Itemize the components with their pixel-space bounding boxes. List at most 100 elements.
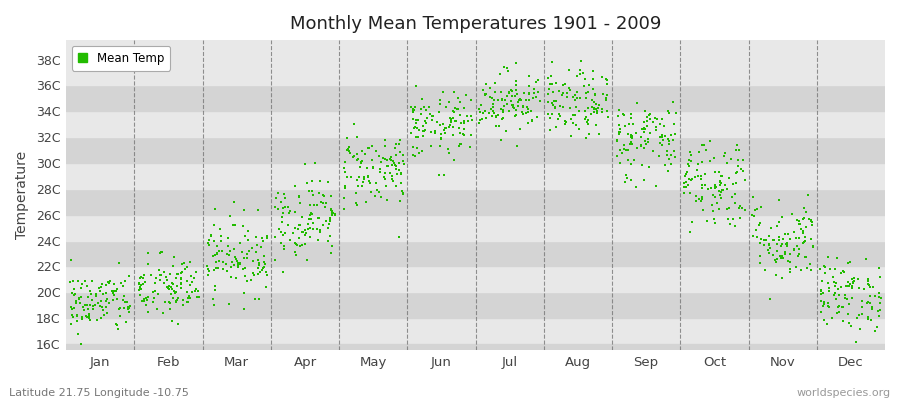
Point	[406, 116, 420, 122]
Point	[722, 205, 736, 211]
Point	[281, 203, 295, 210]
Point	[433, 97, 447, 104]
Point	[524, 108, 538, 114]
Point	[79, 313, 94, 320]
Point	[146, 289, 160, 295]
Point	[772, 219, 787, 226]
Point	[589, 92, 603, 98]
Point	[67, 286, 81, 293]
Point	[494, 89, 508, 95]
Point	[356, 174, 371, 180]
Point	[486, 97, 500, 103]
Point	[151, 267, 166, 273]
Point	[578, 108, 592, 114]
Point	[530, 114, 544, 120]
Point	[789, 264, 804, 270]
Point	[115, 283, 130, 290]
Point	[720, 160, 734, 167]
Point	[732, 204, 746, 211]
Point	[361, 173, 375, 180]
Point	[82, 302, 96, 308]
Point	[365, 165, 380, 171]
Point	[451, 106, 465, 112]
Point	[342, 148, 356, 154]
Point	[237, 306, 251, 312]
Point	[544, 72, 559, 79]
Point	[505, 93, 519, 99]
Point	[580, 88, 595, 95]
Point	[683, 158, 698, 165]
Point	[662, 156, 676, 162]
Point	[579, 94, 593, 101]
Point	[183, 282, 197, 288]
Point	[801, 192, 815, 198]
Point	[681, 157, 696, 163]
Point	[109, 288, 123, 294]
Point	[379, 182, 393, 189]
Point	[267, 204, 282, 211]
Point	[318, 204, 332, 210]
Point	[660, 148, 674, 155]
Point	[734, 166, 748, 172]
Point	[80, 314, 94, 320]
Point	[67, 304, 81, 311]
Point	[667, 148, 681, 154]
Point	[339, 173, 354, 180]
Point	[447, 157, 462, 164]
Point	[752, 220, 767, 226]
Point	[67, 292, 81, 298]
Point	[662, 140, 677, 147]
Point	[757, 242, 771, 248]
Point	[302, 234, 317, 241]
Point	[762, 250, 777, 257]
Bar	[66, 318, 885, 344]
Point	[383, 154, 398, 160]
Point	[190, 294, 204, 300]
Point	[355, 148, 369, 154]
Point	[213, 226, 228, 232]
Point	[186, 275, 201, 281]
Point	[237, 207, 251, 213]
Point	[507, 104, 521, 111]
Point	[630, 145, 644, 151]
Point	[431, 172, 446, 178]
Point	[715, 187, 729, 193]
Point	[851, 276, 866, 282]
Point	[174, 276, 188, 282]
Point	[621, 156, 635, 163]
Point	[74, 285, 88, 292]
Point	[64, 303, 78, 310]
Point	[326, 210, 340, 217]
Point	[804, 218, 818, 224]
Point	[82, 314, 96, 321]
Point	[581, 131, 596, 138]
Point	[406, 108, 420, 114]
Point	[868, 327, 883, 334]
Point	[774, 255, 788, 262]
Point	[461, 118, 475, 124]
Bar	[66, 60, 885, 85]
Point	[636, 129, 651, 135]
Point	[640, 114, 654, 120]
Point	[778, 241, 793, 248]
Point	[787, 246, 801, 253]
Point	[118, 299, 132, 305]
Point	[458, 91, 473, 98]
Point	[372, 189, 386, 195]
Point	[180, 299, 194, 306]
Point	[505, 101, 519, 108]
Point	[320, 179, 335, 185]
Point	[703, 158, 717, 164]
Point	[283, 207, 297, 214]
Point	[513, 126, 527, 132]
Point	[71, 331, 86, 337]
Point	[418, 118, 432, 124]
Point	[338, 158, 352, 165]
Point	[433, 142, 447, 149]
Point	[479, 80, 493, 87]
Point	[655, 116, 670, 122]
Point	[112, 313, 127, 319]
Point	[648, 115, 662, 122]
Point	[184, 279, 199, 286]
Point	[207, 267, 221, 273]
